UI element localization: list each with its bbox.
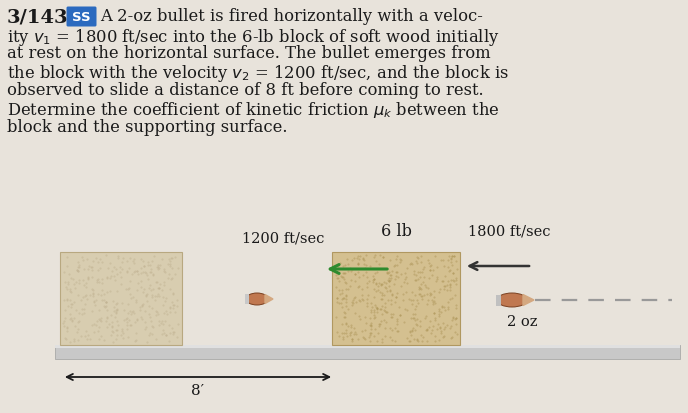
Text: Determine the coefficient of kinetic friction $\mu_k$ between the: Determine the coefficient of kinetic fri… (7, 100, 499, 120)
Text: A 2-oz bullet is fired horizontally with a veloc-: A 2-oz bullet is fired horizontally with… (100, 8, 483, 25)
Text: 8′: 8′ (191, 383, 204, 397)
FancyBboxPatch shape (67, 7, 96, 27)
Text: observed to slide a distance of 8 ft before coming to rest.: observed to slide a distance of 8 ft bef… (7, 82, 484, 99)
Bar (55, 345, 680, 359)
Text: ity $v_1$ = 1800 ft/sec into the 6-lb block of soft wood initially: ity $v_1$ = 1800 ft/sec into the 6-lb bl… (7, 26, 499, 47)
Polygon shape (523, 295, 534, 306)
Text: SS: SS (72, 11, 91, 24)
Bar (55, 345, 680, 348)
Polygon shape (265, 295, 273, 304)
Text: 6 lb: 6 lb (380, 223, 411, 240)
Text: 3/143: 3/143 (7, 8, 69, 26)
Bar (496, 295, 500, 306)
Text: the block with the velocity $v_2$ = 1200 ft/sec, and the block is: the block with the velocity $v_2$ = 1200… (7, 63, 509, 84)
Text: 1200 ft/sec: 1200 ft/sec (241, 231, 324, 245)
Text: 2 oz: 2 oz (507, 314, 537, 328)
Bar (60, 252, 182, 345)
Bar (245, 294, 249, 304)
Ellipse shape (497, 293, 527, 307)
Ellipse shape (246, 293, 268, 305)
Bar (332, 252, 460, 345)
Text: 1800 ft/sec: 1800 ft/sec (468, 224, 550, 238)
Text: block and the supporting surface.: block and the supporting surface. (7, 119, 288, 136)
Text: at rest on the horizontal surface. The bullet emerges from: at rest on the horizontal surface. The b… (7, 45, 491, 62)
